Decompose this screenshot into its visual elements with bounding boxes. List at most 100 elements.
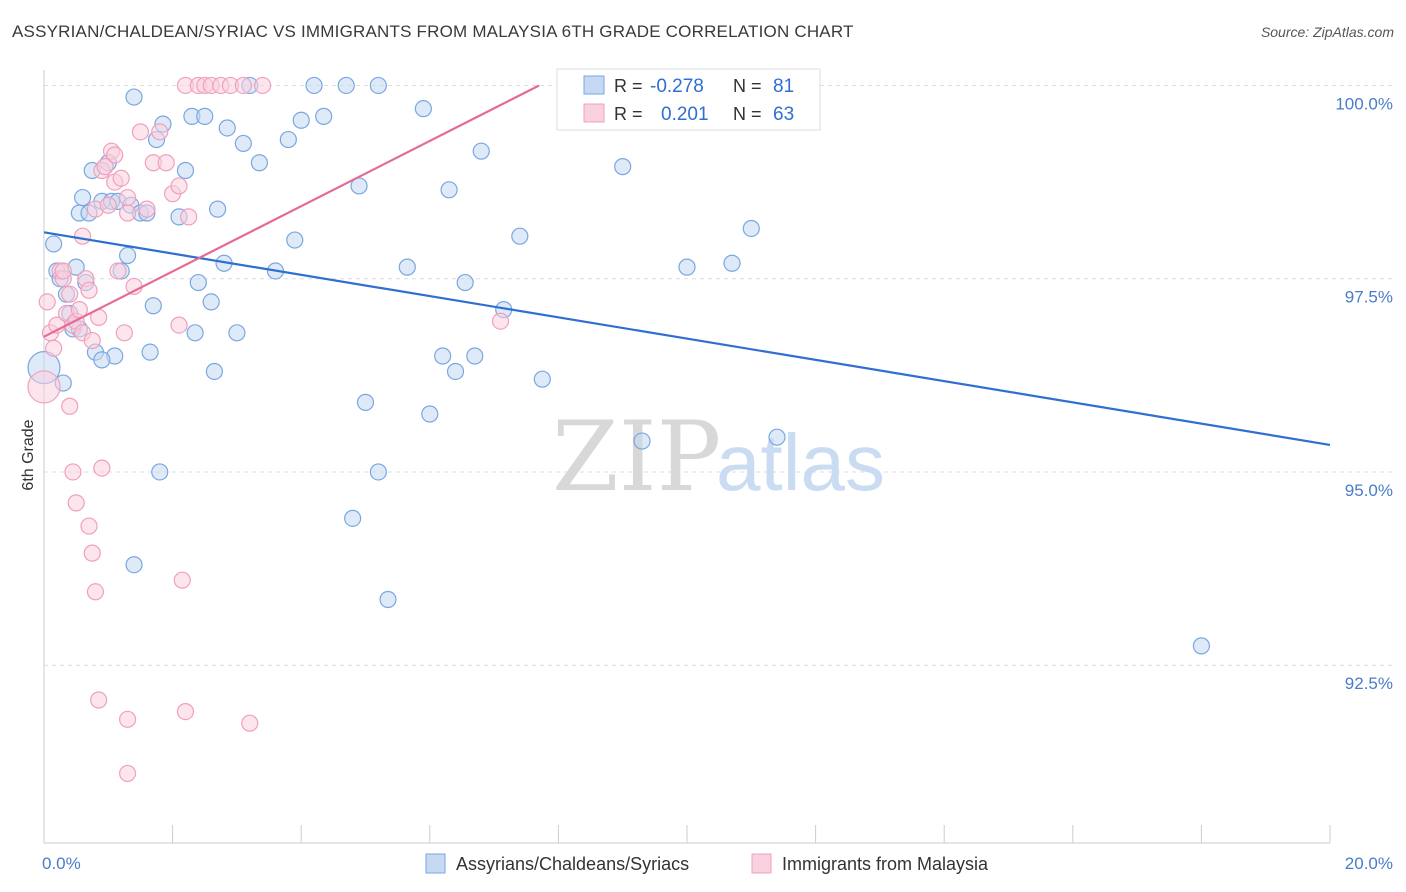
assyrians-point-78 [141,343,159,361]
legend-swatch-malaysia [751,853,772,874]
stats-swatch-pink [583,103,605,123]
stats-n-label-blue: N = [733,76,762,96]
malaysia-point-51 [118,764,137,783]
malaysia-point-30 [157,154,175,172]
assyrians-point-59 [472,142,490,160]
assyrians-point-67 [742,219,760,238]
assyrians-point-79 [369,463,387,481]
malaysia-point-58 [106,146,124,164]
assyrians-point-57 [456,273,474,292]
trend-lines [43,84,1331,446]
assyrians-point-50 [356,393,375,411]
y-tick-label-0: 100.0% [1335,94,1393,113]
malaysia-point-14 [80,281,98,299]
assyrians-point-40 [250,154,269,172]
malaysia-point-49 [93,459,111,477]
legend-label-assyrians: Assyrians/Chaldeans/Syriacs [456,854,689,874]
stats-r-value-pink: 0.201 [661,104,709,125]
assyrians-point-44 [292,111,310,129]
assyrians-point-34 [202,293,220,311]
assyrians-point-46 [315,107,333,125]
assyrians-point-63 [614,158,632,176]
malaysia-point-27 [138,200,156,218]
y-tick-label-1: 97.5% [1345,288,1393,307]
assyrians-point-10 [73,188,92,207]
malaysia-point-52 [173,571,191,589]
malaysia-point-26 [131,123,150,141]
assyrians-point-1 [45,235,63,253]
stats-r-value-blue: -0.278 [650,76,704,97]
malaysia-point-24 [118,188,137,207]
malaysia-point-42 [61,397,79,415]
assyrians-point-55 [440,181,458,199]
stats-r-label-pink: R = [614,104,643,124]
assyrians-point-45 [305,76,323,95]
assyrians-point-37 [218,119,236,137]
malaysia-point-62 [115,324,133,342]
assyrians-point-35 [209,200,227,218]
malaysia-point-59 [73,227,92,245]
y-tick-label-3: 92.5% [1345,674,1393,693]
stats-swatch-blue [583,75,605,95]
legend-label-malaysia: Immigrants from Malaysia [782,854,989,874]
assyrians-point-21 [118,246,137,265]
malaysia-point-61 [96,158,114,176]
assyrians-point-74 [93,351,111,369]
gridlines [44,84,1395,666]
assyrians-point-51 [398,258,416,276]
malaysia-point-40 [254,76,272,95]
assyrians-point-33 [196,107,214,125]
chart-title: ASSYRIAN/CHALDEAN/SYRIAC VS IMMIGRANTS F… [12,22,854,41]
malaysia-point-47 [86,583,105,601]
assyrians-point-65 [678,258,696,276]
malaysia-point-29 [151,123,169,141]
watermark-atlas: atlas [716,418,885,507]
malaysia-point-46 [83,544,101,562]
assyrians-point-75 [186,324,204,342]
stats-n-value-blue: 81 [773,76,794,97]
assyrians-point-73 [379,590,397,609]
assyrians-point-43 [286,231,304,249]
data-points [27,76,1211,783]
stats-r-label-blue: R = [614,76,643,96]
malaysia-point-57 [491,312,510,330]
assyrians-point-77 [234,134,252,153]
malaysia-point-60 [118,204,137,222]
stats-legend: R = -0.278 N = 81 R = 0.201 N = 63 [556,68,821,131]
assyrians-point-58 [466,347,484,365]
malaysia-point-55 [170,316,188,334]
watermark: ZIP atlas [552,401,885,513]
malaysia-point-23 [112,169,130,187]
assyrians-point-32 [189,273,207,292]
malaysia-point-0 [27,370,61,404]
assyrians-point-26 [144,297,162,315]
malaysia-point-8 [61,285,79,303]
assyrians-point-52 [414,100,432,118]
assyrians-point-64 [633,432,651,450]
malaysia-point-15 [83,331,101,350]
assyrians-point-72 [344,509,362,527]
assyrians-point-68 [768,428,786,446]
assyrians-point-42 [279,130,297,149]
assyrians-point-61 [511,227,529,245]
assyrians-point-69 [1192,637,1211,655]
assyrians-point-70 [125,556,143,574]
assyrians-point-53 [421,405,439,423]
malaysia-point-48 [90,691,108,709]
malaysia-point-56 [180,208,198,226]
x-tick-label-1: 20.0% [1345,854,1393,873]
stats-n-label-pink: N = [733,104,762,124]
malaysia-point-3 [45,339,63,357]
legend-swatch-assyrians [425,853,446,874]
x-tick-label-0: 0.0% [42,854,81,873]
watermark-zip: ZIP [552,401,721,513]
assyrians-point-47 [337,76,355,95]
malaysia-point-41 [54,262,72,280]
assyrians-point-49 [369,76,387,95]
malaysia-point-44 [67,494,85,512]
assyrians-point-56 [446,362,465,381]
series-legend: Assyrians/Chaldeans/Syriacs Immigrants f… [425,853,989,874]
assyrians-trend-line [43,231,1331,446]
assyrians-point-38 [228,324,246,342]
